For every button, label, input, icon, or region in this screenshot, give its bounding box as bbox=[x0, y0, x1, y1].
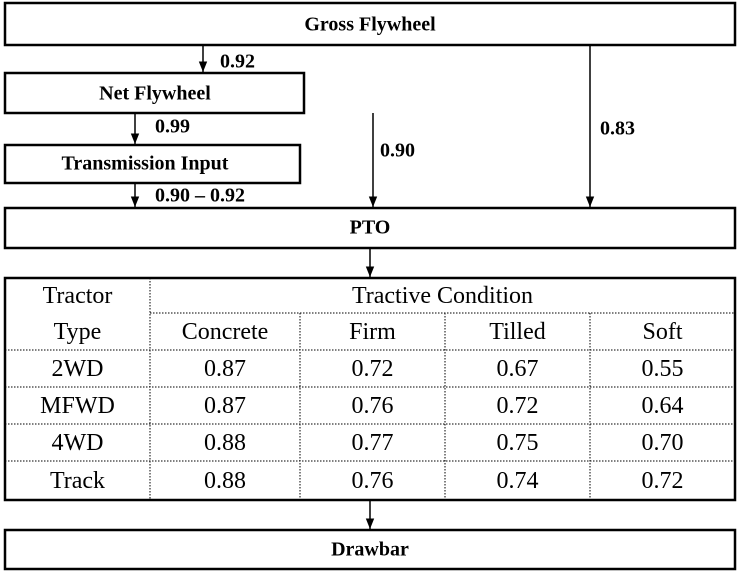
box-label: PTO bbox=[350, 217, 391, 239]
cell-value: 0.87 bbox=[204, 356, 246, 382]
efficiency: 0.92 bbox=[220, 51, 255, 73]
cell-value: 0.76 bbox=[352, 468, 394, 494]
cell-value: 0.88 bbox=[204, 430, 246, 456]
box-label: Transmission Input bbox=[62, 153, 229, 175]
cell-value: 0.67 bbox=[497, 356, 539, 382]
column-header: Soft bbox=[642, 319, 682, 345]
cell-value: 0.72 bbox=[497, 393, 539, 419]
cell-value: 0.72 bbox=[642, 468, 684, 494]
efficiency: 0.90 bbox=[380, 140, 415, 162]
cell-value: 0.87 bbox=[204, 393, 246, 419]
column-header: Firm bbox=[349, 319, 396, 345]
row-label: MFWD bbox=[40, 393, 115, 419]
group-header: Tractive Condition bbox=[352, 283, 533, 309]
drawbar-box bbox=[3, 528, 737, 571]
cell-value: 0.64 bbox=[642, 393, 684, 419]
efficiency: 0.99 bbox=[155, 116, 190, 138]
cell-value: 0.74 bbox=[497, 468, 539, 494]
box-label: Net Flywheel bbox=[99, 83, 211, 105]
gross-box bbox=[3, 1, 737, 47]
box-label: Drawbar bbox=[331, 539, 409, 561]
row-label: Track bbox=[50, 468, 105, 494]
box-label: Gross Flywheel bbox=[304, 14, 436, 36]
column-header: Concrete bbox=[182, 319, 269, 345]
cell-value: 0.55 bbox=[642, 356, 684, 382]
cell-value: 0.70 bbox=[642, 430, 684, 456]
net-box bbox=[3, 71, 306, 115]
column-header: Tilled bbox=[489, 319, 545, 345]
cell-value: 0.72 bbox=[352, 356, 394, 382]
efficiency: 0.90 – 0.92 bbox=[155, 185, 245, 207]
efficiency: 0.83 bbox=[600, 118, 635, 140]
cell-value: 0.77 bbox=[352, 430, 394, 456]
pto-box bbox=[3, 206, 737, 250]
row-header: Type bbox=[54, 319, 102, 345]
transmission-box bbox=[3, 143, 302, 185]
cell-value: 0.76 bbox=[352, 393, 394, 419]
row-header: Tractor bbox=[43, 283, 113, 309]
cell-value: 0.88 bbox=[204, 468, 246, 494]
table-border bbox=[3, 276, 737, 502]
cell-value: 0.75 bbox=[497, 430, 539, 456]
efficiency-table: Tractor Type Tractive Condition Concrete Fir… bbox=[3, 276, 737, 502]
row-label: 2WD bbox=[52, 356, 104, 382]
row-label: 4WD bbox=[52, 430, 104, 456]
